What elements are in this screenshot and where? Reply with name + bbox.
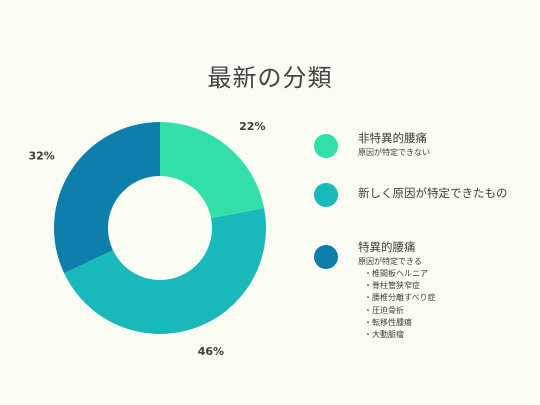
legend-label: 新しく原因が特定できたもの [358, 186, 508, 200]
legend-cause-item: ・圧迫骨折 [364, 305, 404, 315]
legend-label: 非特異的腰痛 [358, 131, 427, 145]
donut-slice [160, 122, 265, 219]
legend-cause-item: ・腰椎分離すべり症 [364, 293, 436, 303]
legend-cause-item: ・転移性腫瘍 [364, 317, 412, 327]
legend-label: 特異的腰痛 [358, 240, 416, 254]
legend-cause-item: ・脊柱管狭窄症 [364, 281, 420, 291]
legend-swatch [314, 245, 338, 269]
legend-cause-list: ・椎間板ヘルニア ・脊柱管狭窄症 ・腰椎分離すべり症 ・圧迫骨折 ・転移性腫瘍 … [358, 268, 435, 341]
legend-cause-item: ・大動脈瘤 [364, 330, 404, 340]
slice-percent-label: 46% [198, 345, 224, 358]
legend-sub: 原因が特定できない [358, 148, 430, 157]
slice-percent-label: 22% [239, 120, 265, 133]
legend-swatch [314, 134, 338, 158]
legend-cause-item: ・椎間板ヘルニア [364, 269, 428, 278]
donut-slice [64, 208, 266, 334]
legend-sub: 原因が特定できる [358, 257, 422, 266]
slice-percent-label: 32% [28, 149, 54, 162]
chart-title: 最新の分類 [207, 64, 333, 92]
donut-slice [53, 122, 160, 274]
legend-swatch [314, 183, 338, 207]
